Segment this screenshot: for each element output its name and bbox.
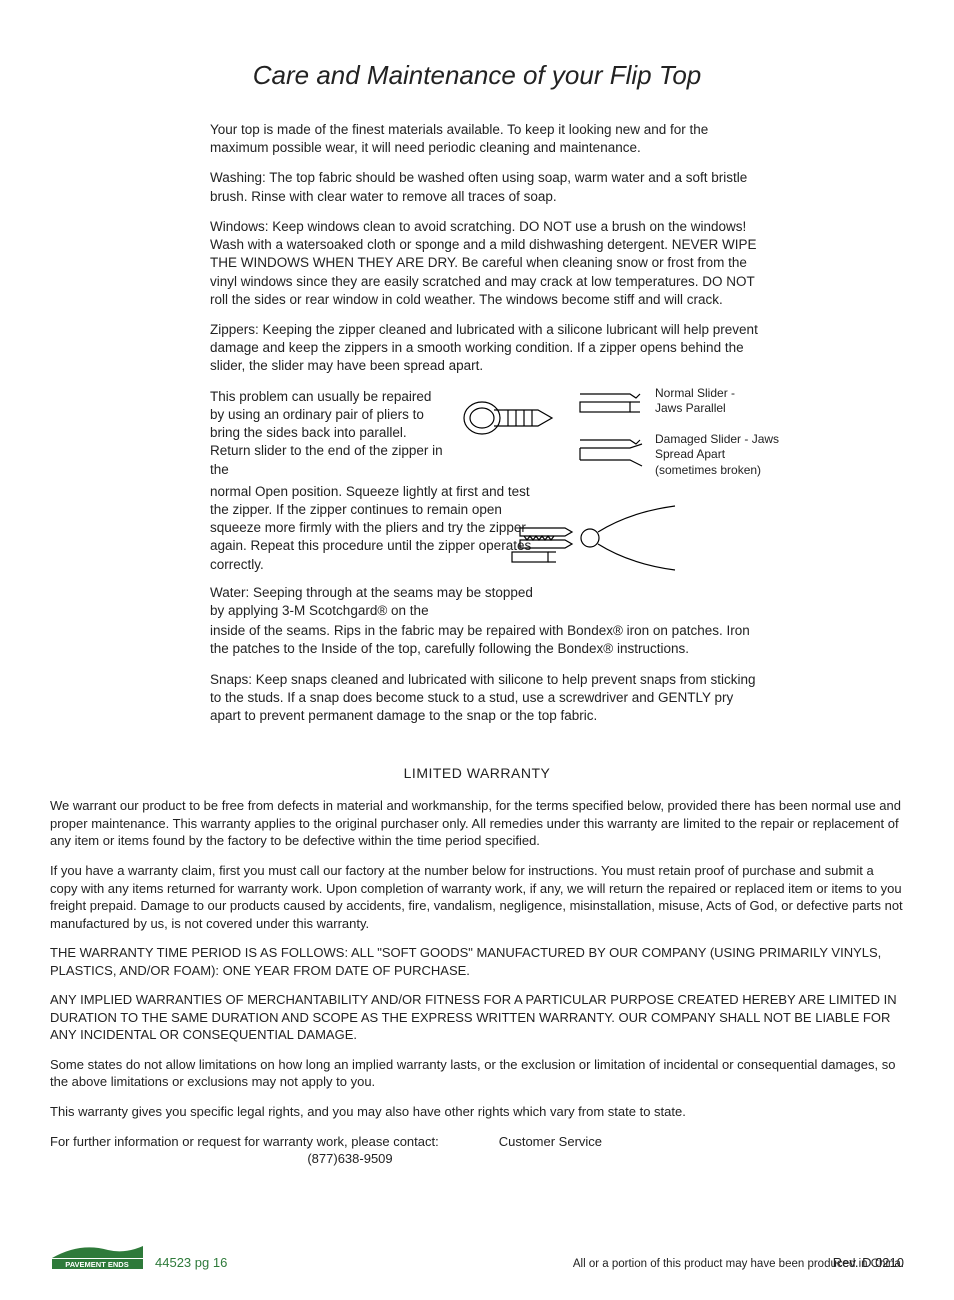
revision: Rev. D 0210 bbox=[833, 1255, 904, 1270]
normal-slider-label: Normal Slider - Jaws Parallel bbox=[655, 386, 765, 417]
zipper-slider-diagram bbox=[460, 388, 560, 448]
warranty-contact-label: For further information or request for w… bbox=[50, 1133, 439, 1151]
page-title: Care and Maintenance of your Flip Top bbox=[50, 60, 904, 91]
pavement-ends-logo: PAVEMENT ENDS bbox=[50, 1240, 145, 1270]
care-zippers-col2: normal Open position. Squeeze lightly at… bbox=[210, 483, 540, 574]
care-snaps: Snaps: Keep snaps cleaned and lubricated… bbox=[210, 671, 764, 726]
care-zippers-col1: This problem can usually be repaired by … bbox=[210, 388, 445, 479]
care-zippers-intro: Zippers: Keeping the zipper cleaned and … bbox=[210, 321, 764, 376]
care-water2: inside of the seams. Rips in the fabric … bbox=[210, 622, 764, 658]
warranty-p1: We warrant our product to be free from d… bbox=[50, 797, 904, 850]
warranty-p4: ANY IMPLIED WARRANTIES OF MERCHANTABILIT… bbox=[50, 991, 904, 1044]
page-footer: PAVEMENT ENDS 44523 pg 16 Rev. D 0210 bbox=[50, 1240, 904, 1270]
care-washing: Washing: The top fabric should be washed… bbox=[210, 169, 764, 205]
damaged-slider-diagram bbox=[570, 430, 650, 472]
damaged-slider-label: Damaged Slider - Jaws Spread Apart (some… bbox=[655, 432, 785, 479]
warranty-p6: This warranty gives you specific legal r… bbox=[50, 1103, 904, 1121]
warranty-heading: LIMITED WARRANTY bbox=[50, 765, 904, 781]
logo-text: PAVEMENT ENDS bbox=[65, 1260, 128, 1269]
warranty-p2: If you have a warranty claim, first you … bbox=[50, 862, 904, 932]
care-windows: Windows: Keep windows clean to avoid scr… bbox=[210, 218, 764, 309]
care-intro: Your top is made of the finest materials… bbox=[210, 121, 764, 157]
normal-slider-diagram bbox=[570, 384, 650, 420]
page-number: 44523 pg 16 bbox=[155, 1255, 227, 1270]
warranty-p3: THE WARRANTY TIME PERIOD IS AS FOLLOWS: … bbox=[50, 944, 904, 979]
pliers-diagram bbox=[510, 498, 680, 578]
warranty-section: LIMITED WARRANTY We warrant our product … bbox=[50, 765, 904, 1167]
warranty-contact-name: Customer Service bbox=[499, 1133, 602, 1151]
care-water1: Water: Seeping through at the seams may … bbox=[210, 584, 540, 620]
warranty-p5: Some states do not allow limitations on … bbox=[50, 1056, 904, 1091]
warranty-contact-phone: (877)638-9509 bbox=[50, 1150, 650, 1168]
care-section: Your top is made of the finest materials… bbox=[210, 121, 764, 725]
